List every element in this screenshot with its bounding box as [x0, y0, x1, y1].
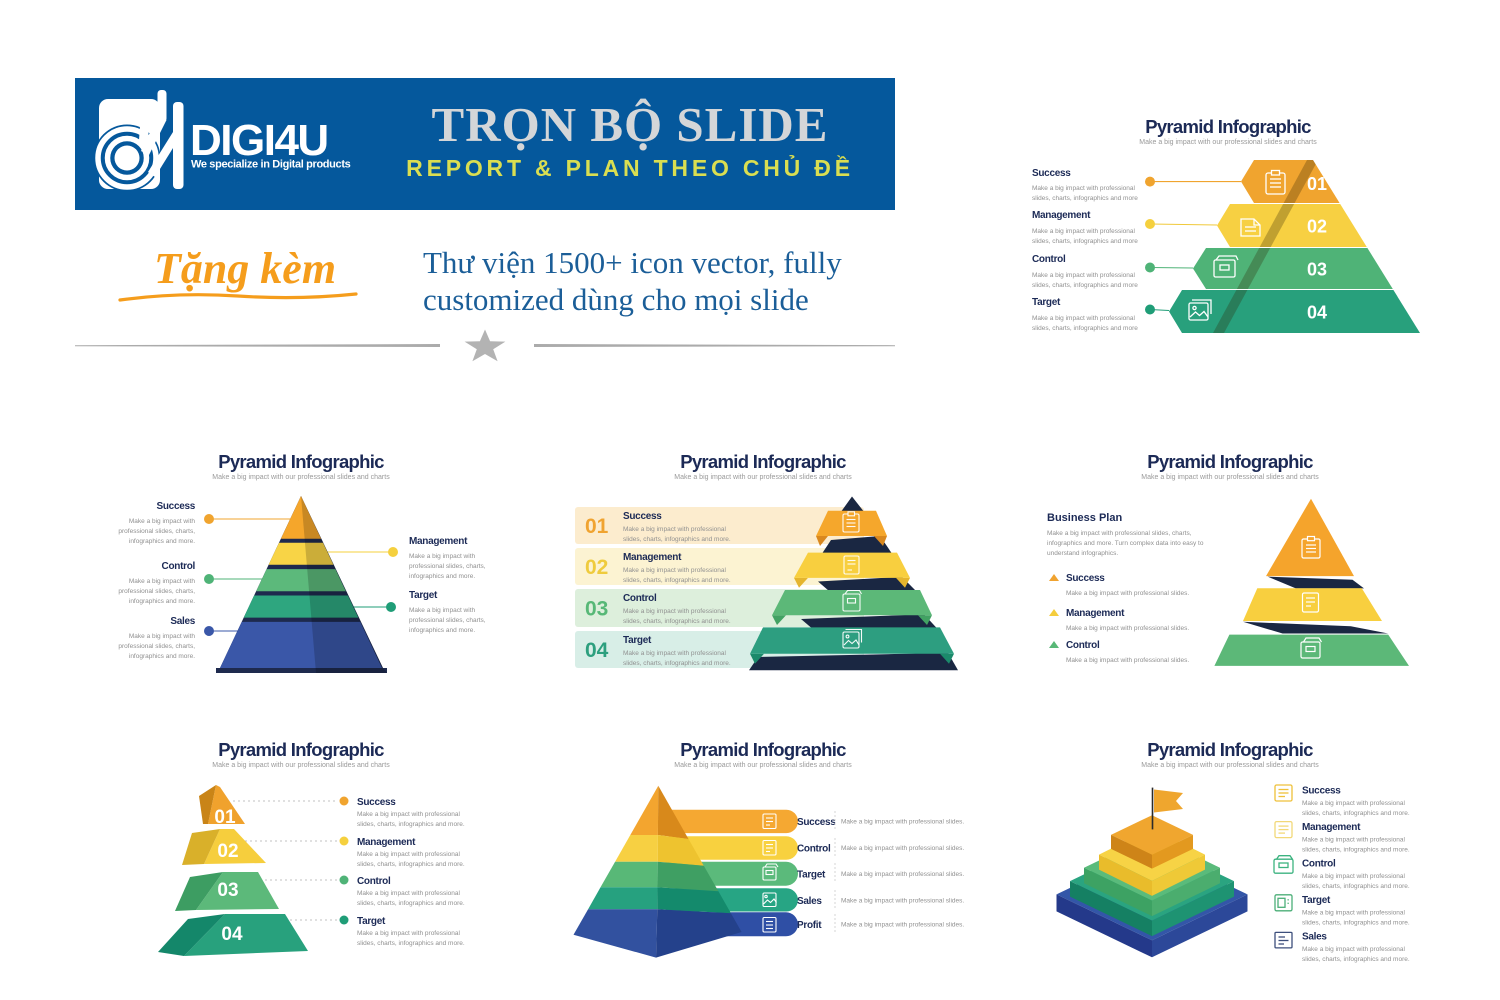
svg-text:Sales: Sales: [170, 616, 195, 627]
svg-text:Make a big impact with profess: Make a big impact with professional slide…: [357, 890, 465, 907]
svg-text:Control: Control: [162, 561, 196, 572]
svg-text:Make a big impact with profess: Make a big impact with professional slide…: [1032, 228, 1138, 245]
svg-text:Make a big impact with profess: Make a big impact with professional slid…: [841, 898, 964, 905]
svg-text:Success: Success: [1066, 573, 1105, 584]
svg-text:02: 02: [1307, 217, 1327, 237]
svg-text:Make a big impact with profess: Make a big impact with professional slide…: [357, 930, 465, 947]
svg-text:Make a big impact with profess: Make a big impact with professional slide…: [1032, 185, 1138, 202]
svg-text:Target: Target: [797, 870, 826, 881]
svg-text:Control: Control: [623, 593, 657, 604]
svg-text:Success: Success: [1032, 168, 1071, 179]
svg-text:Management: Management: [623, 552, 682, 563]
svg-text:04: 04: [1307, 303, 1327, 323]
svg-text:Make a big impact with profess: Make a big impact with professional slide…: [1032, 315, 1138, 332]
svg-text:Management: Management: [1032, 210, 1091, 221]
svg-text:Make a big impact with profess: Make a big impact with professional slid…: [841, 922, 964, 929]
svg-text:Make a big impact with profess: Make a big impact with professional slide…: [1302, 910, 1410, 927]
svg-text:Success: Success: [157, 501, 196, 512]
svg-text:03: 03: [585, 598, 608, 621]
svg-text:Sales: Sales: [1302, 932, 1327, 943]
svg-text:01: 01: [1307, 174, 1327, 194]
svg-text:01: 01: [214, 807, 236, 828]
svg-text:Make a big impact with profess: Make a big impact with professional slide…: [1302, 836, 1410, 853]
svg-text:Target: Target: [623, 635, 652, 646]
svg-text:03: 03: [217, 880, 238, 901]
svg-text:Make a big impact with profess: Make a big impact with professional slid…: [1066, 657, 1189, 664]
svg-text:Make a big impact with profess: Make a big impact with professional slid…: [841, 819, 964, 826]
svg-text:Control: Control: [1066, 640, 1100, 651]
svg-text:Make a big impact with profess: Make a big impact with professional slide…: [1032, 272, 1138, 289]
svg-text:Target: Target: [1302, 895, 1331, 906]
svg-text:Target: Target: [357, 916, 386, 927]
svg-text:DIGI4U: DIGI4U: [190, 116, 328, 165]
svg-text:Target: Target: [409, 590, 438, 601]
svg-text:04: 04: [221, 924, 243, 945]
svg-text:Make a big impact with profess: Make a big impact with professional slide…: [357, 811, 465, 828]
svg-text:Success: Success: [797, 817, 836, 828]
svg-text:Make a big impact with profess: Make a big impact with professional slide…: [1302, 800, 1410, 817]
svg-text:Make a big impact with profess: Make a big impact with professional slid…: [841, 871, 964, 878]
svg-text:Make a big impact with profess: Make a big impact with professional slid…: [1066, 625, 1189, 632]
svg-text:Success: Success: [1302, 785, 1341, 796]
svg-text:Success: Success: [357, 797, 396, 808]
svg-text:Make a big impact with profess: Make a big impact with professional slide…: [357, 851, 465, 868]
svg-text:Control: Control: [797, 844, 831, 855]
svg-text:Control: Control: [357, 876, 391, 887]
svg-text:Make a big impact with profess: Make a big impact with professional slid…: [1066, 590, 1189, 597]
svg-text:02: 02: [217, 841, 238, 862]
svg-text:Make a big impact with profess: Make a big impact with professional slid…: [1047, 530, 1204, 557]
svg-text:We specialize in Digital produ: We specialize in Digital products: [191, 159, 351, 171]
svg-text:Sales: Sales: [797, 896, 822, 907]
svg-text:Business Plan: Business Plan: [1047, 512, 1122, 524]
svg-text:04: 04: [585, 639, 609, 662]
svg-text:Make a big impact with profess: Make a big impact with professional slide…: [1302, 946, 1410, 963]
svg-text:Control: Control: [1032, 254, 1066, 265]
svg-text:03: 03: [1307, 260, 1327, 280]
svg-text:Control: Control: [1302, 859, 1336, 870]
svg-text:Management: Management: [357, 837, 416, 848]
svg-text:Make a big impact with profess: Make a big impact with professional slide…: [1302, 873, 1410, 890]
svg-text:Success: Success: [623, 511, 662, 522]
svg-text:Make a big impact with profess: Make a big impact with professional slid…: [841, 845, 964, 852]
svg-text:Management: Management: [1066, 608, 1125, 619]
svg-text:01: 01: [585, 515, 609, 538]
svg-text:Management: Management: [409, 536, 468, 547]
svg-text:02: 02: [585, 556, 608, 579]
svg-text:Profit: Profit: [797, 920, 822, 931]
svg-text:Management: Management: [1302, 822, 1361, 833]
svg-text:Target: Target: [1032, 297, 1061, 308]
